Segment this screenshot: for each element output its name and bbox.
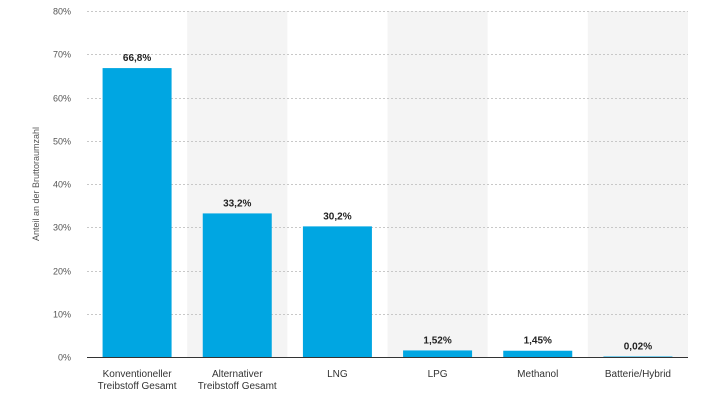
value-label: 30,2% [323,211,351,222]
y-tick-label: 80% [53,7,71,17]
x-category-label: Treibstoff Gesamt [198,381,277,392]
y-tick-label: 20% [53,267,71,277]
bar [202,213,272,357]
bar [603,356,673,357]
y-tick-label: 10% [53,310,71,320]
x-category-label: LNG [327,369,348,380]
x-category-label: Treibstoff Gesamt [98,381,177,392]
y-tick-label: 30% [53,223,71,233]
y-tick-label: 50% [53,137,71,147]
bar [302,226,372,357]
x-category-label: LPG [428,369,448,380]
value-label: 1,45% [524,336,552,347]
y-axis-label: Anteil an der Bruttoraumzahl [31,127,41,241]
value-label: 0,02% [624,342,652,353]
y-tick-label: 60% [53,94,71,104]
gridlines [87,11,688,315]
x-category-label: Methanol [517,369,558,380]
value-labels: 66,8% 33,2% 30,2% 1,52% 1,45% 0,02% [123,53,652,352]
bar [503,350,573,357]
bars [102,68,673,357]
bar [102,68,172,357]
bar [403,350,473,357]
x-category-label: Alternativer [212,369,263,380]
x-category-label: Konventioneller [103,369,173,380]
value-label: 33,2% [223,198,251,209]
y-tick-label: 40% [53,180,71,190]
value-label: 66,8% [123,53,151,64]
y-tick-label: 70% [53,50,71,60]
x-category-label: Batterie/Hybrid [605,369,671,380]
value-label: 1,52% [423,335,451,346]
y-axis-ticks: 0% 10% 20% 30% 40% 50% 60% 70% 80% [53,7,71,363]
y-tick-label: 0% [58,353,71,363]
